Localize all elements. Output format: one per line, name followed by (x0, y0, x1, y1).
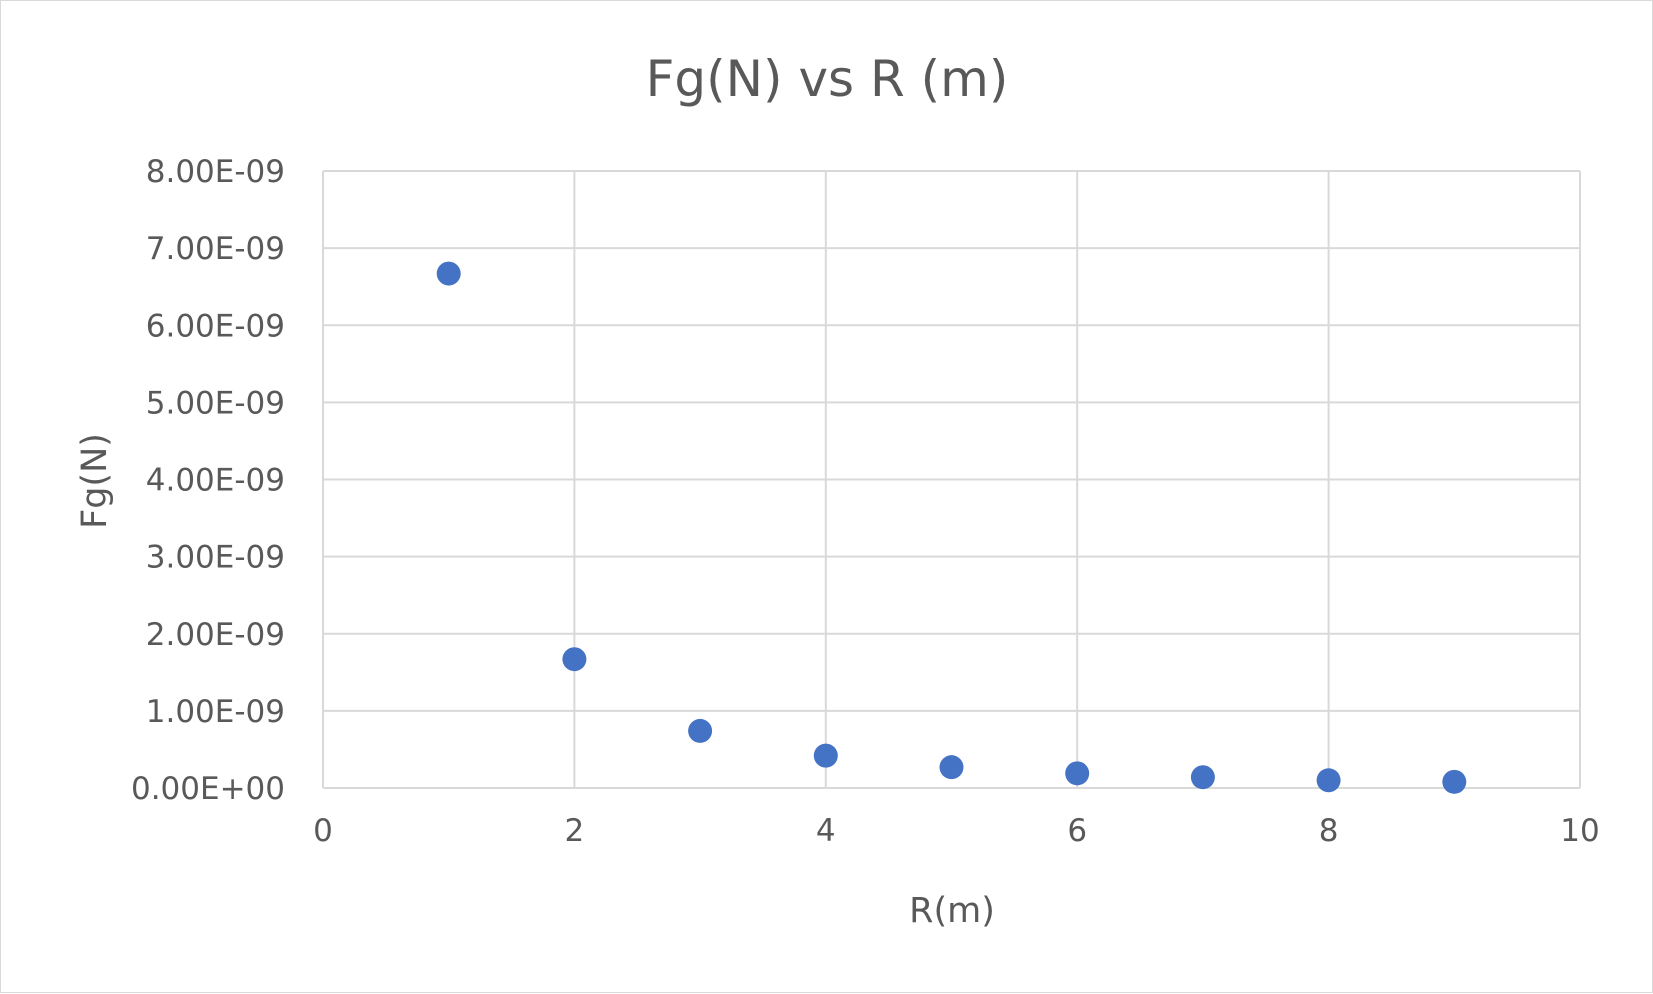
x-tick-label: 6 (1067, 813, 1087, 849)
data-point (1190, 765, 1215, 790)
y-tick-label: 4.00E-09 (146, 463, 285, 499)
y-tick-label: 2.00E-09 (146, 617, 285, 653)
y-tick-label: 8.00E-09 (146, 154, 285, 190)
y-axis-title: Fg(N) (75, 433, 115, 529)
x-axis-title: R(m) (909, 891, 995, 931)
data-points (436, 261, 1467, 794)
data-point (1442, 769, 1467, 794)
data-point (813, 743, 838, 768)
data-point (939, 755, 964, 780)
x-tick-label: 0 (313, 813, 333, 849)
y-tick-label: 3.00E-09 (146, 540, 285, 576)
y-tick-label: 1.00E-09 (146, 694, 285, 730)
data-point (436, 261, 461, 286)
chart-title: Fg(N) vs R (m) (646, 50, 1009, 108)
data-point (562, 647, 587, 672)
y-tick-label: 5.00E-09 (146, 385, 285, 421)
data-point (688, 718, 713, 743)
data-point (1316, 768, 1341, 793)
data-point (1065, 761, 1090, 786)
x-tick-label: 2 (565, 813, 585, 849)
x-tick-label: 10 (1560, 813, 1599, 849)
gridlines (322, 170, 1581, 789)
y-tick-label: 7.00E-09 (146, 231, 285, 267)
y-tick-label: 0.00E+00 (131, 771, 285, 807)
x-tick-label: 8 (1319, 813, 1339, 849)
y-tick-label: 6.00E-09 (146, 308, 285, 344)
x-tick-label: 4 (816, 813, 836, 849)
x-axis-ticks: 0 2 4 6 8 10 (313, 813, 1600, 849)
y-axis-ticks: 0.00E+00 1.00E-09 2.00E-09 3.00E-09 4.00E-09… (131, 154, 285, 807)
